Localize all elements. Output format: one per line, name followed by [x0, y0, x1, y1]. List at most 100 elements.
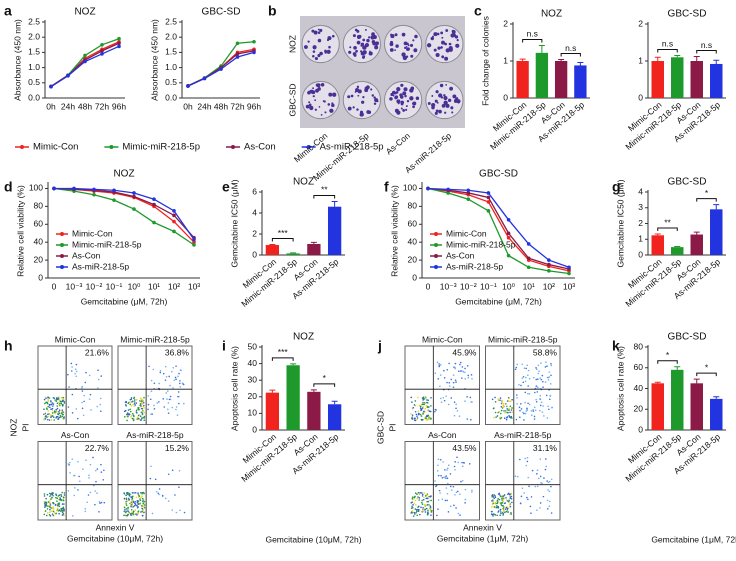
event-dot	[518, 406, 521, 409]
point	[117, 44, 121, 49]
significance-label: n.s	[701, 40, 712, 50]
event-dot	[179, 380, 181, 382]
y-tick-label: 0.0	[28, 92, 40, 102]
error-bar	[331, 200, 338, 207]
event-dot	[454, 366, 456, 369]
significance-label: n.s	[662, 39, 673, 49]
colony	[443, 95, 448, 101]
plot-frame	[485, 345, 561, 425]
event-dot	[498, 498, 501, 501]
event-dot	[411, 497, 414, 500]
colony	[361, 100, 365, 104]
event-dot	[506, 405, 508, 407]
event-dot	[151, 413, 153, 415]
plot-frame	[404, 345, 480, 425]
event-dot	[67, 373, 69, 376]
row-label: GBC-SD	[287, 83, 297, 116]
event-dot	[149, 477, 152, 480]
event-dot	[141, 495, 143, 498]
event-dot	[74, 487, 76, 489]
x-axis-label: Gemcitabine (μM, 72h)	[455, 296, 542, 306]
event-dot	[179, 385, 182, 388]
event-dot	[48, 514, 51, 516]
colony	[331, 103, 335, 108]
event-dot	[130, 415, 132, 418]
event-dot	[536, 509, 538, 512]
event-dot	[421, 499, 423, 502]
event-dot	[142, 409, 145, 412]
series-line	[427, 187, 570, 275]
event-dot	[425, 507, 428, 510]
event-dot	[131, 496, 133, 499]
event-dot	[422, 397, 425, 400]
event-dot	[526, 460, 529, 463]
event-dot	[500, 409, 503, 412]
event-dot	[454, 379, 457, 381]
event-dot	[55, 504, 58, 506]
colony	[401, 32, 406, 37]
event-dot	[135, 504, 137, 507]
event-dot	[57, 418, 60, 420]
event-dot	[460, 461, 463, 464]
event-dot	[83, 400, 85, 403]
x-tick-label: 72h	[230, 101, 244, 111]
event-dot	[500, 416, 503, 419]
event-dot	[126, 491, 128, 494]
event-dot	[459, 493, 461, 496]
point	[112, 188, 116, 193]
y-tick-label: 0	[252, 424, 257, 434]
colony	[319, 51, 323, 56]
event-dot	[127, 506, 129, 509]
y-tick-label: 30	[248, 374, 258, 384]
event-dot	[505, 418, 508, 421]
event-dot	[509, 505, 512, 508]
event-dot	[425, 417, 427, 420]
event-dot	[536, 368, 538, 370]
colony	[389, 48, 394, 52]
event-dot	[505, 510, 508, 513]
x-tick-label: 10⁻¹	[106, 281, 123, 291]
colony	[440, 46, 443, 49]
y-tick-label: 0	[412, 272, 417, 282]
y-tick-label: 40	[248, 358, 258, 368]
colony	[427, 102, 431, 105]
y-tick-label: 4	[252, 207, 257, 217]
colony	[449, 86, 454, 91]
event-dot	[519, 416, 521, 418]
event-dot	[540, 401, 543, 404]
event-dot	[52, 403, 55, 405]
y-tick-label: 0	[503, 92, 508, 102]
event-dot	[143, 411, 146, 414]
event-dot	[539, 394, 542, 397]
event-dot	[61, 409, 64, 411]
event-dot	[421, 407, 424, 409]
event-dot	[150, 390, 153, 393]
event-dot	[173, 379, 176, 381]
y-tick-label: 20	[634, 404, 644, 414]
event-dot	[89, 393, 92, 396]
event-dot	[52, 510, 55, 513]
event-dot	[59, 416, 62, 418]
event-dot	[533, 418, 536, 420]
event-dot	[497, 398, 500, 400]
colony	[317, 31, 321, 34]
panel-letter: h	[4, 338, 13, 354]
event-dot	[528, 403, 531, 406]
chart-title: NOZ	[74, 7, 95, 18]
event-dot	[524, 391, 527, 394]
point	[72, 186, 76, 191]
event-dot	[425, 405, 428, 407]
event-dot	[45, 415, 47, 417]
event-dot	[67, 406, 70, 408]
event-dot	[533, 415, 536, 418]
y-tick-label: 60	[408, 219, 418, 229]
event-dot	[165, 392, 168, 394]
x-axis-label: Gemcitabine (μM, 72h)	[81, 296, 168, 306]
event-dot	[132, 512, 134, 515]
event-dot	[426, 500, 428, 503]
event-dot	[548, 480, 551, 483]
event-dot	[421, 503, 424, 505]
y-tick-label: 2.0	[165, 31, 177, 41]
event-dot	[141, 417, 143, 420]
event-dot	[137, 503, 140, 505]
